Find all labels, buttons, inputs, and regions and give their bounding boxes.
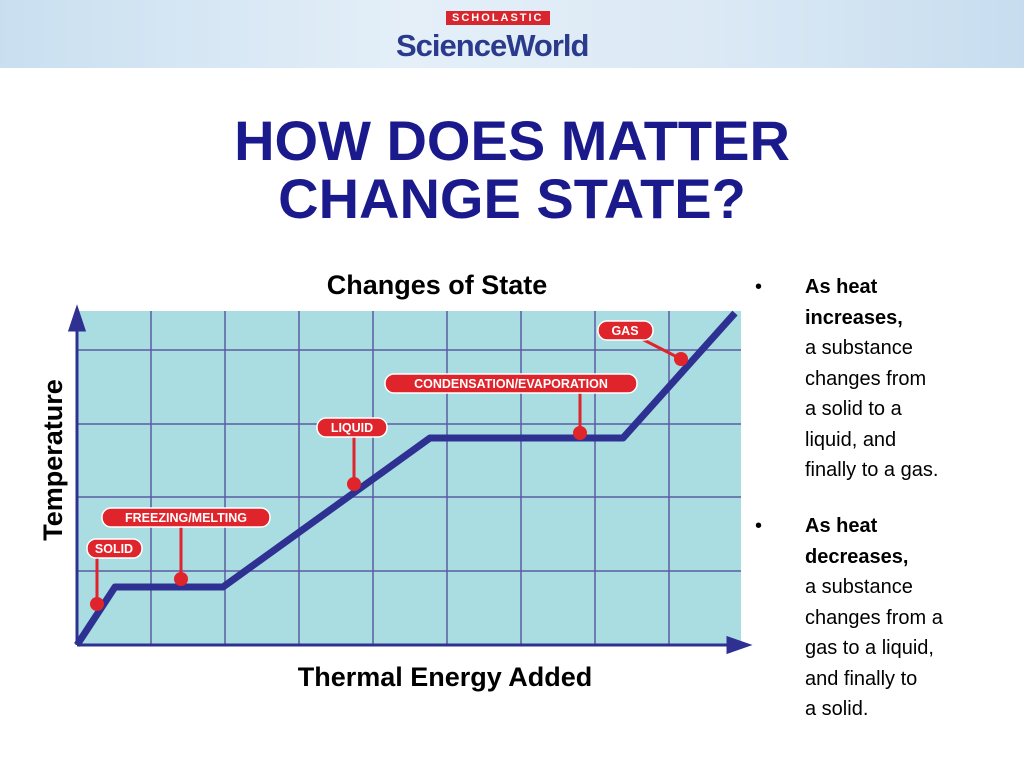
label-pills [86,320,654,559]
bullet-text: As heat increases, a substance changes from… [805,272,938,486]
title-line: HOW DOES MATTER [234,109,790,172]
bullet-line: changes from [805,367,927,390]
x-label: Thermal Energy Added [298,662,593,692]
bullet-line: liquid, and [805,428,897,451]
bullet-marker: • [755,515,763,537]
heating-curve [74,310,738,647]
bullet-line: gas to a liquid, [805,637,934,659]
axes [67,304,753,655]
state-label: SOLID [95,542,133,556]
state-label: LIQUID [331,421,373,435]
bullet-line: and finally to [805,667,918,690]
plot-area [77,311,741,645]
grid [77,311,741,645]
bullet-line: a substance [805,576,913,598]
bullet-bold-line: decreases, [805,545,909,568]
bullet-text: As heat decreases, a substance changes from… [805,511,943,725]
bullet-line: a substance [805,337,913,359]
logo: ScienceWorld [396,28,589,63]
title-line: CHANGE STATE? [278,167,746,230]
bullet-line: changes from a [805,606,943,629]
state-labels: SOLID FREEZING/MELTING LIQUID CONDENSATI… [95,324,639,556]
bullet-bold-line: increases, [805,306,903,329]
bullet-line: finally to a gas. [805,459,939,481]
bullet-line: a solid. [805,698,869,720]
brand: SCHOLASTIC [446,11,550,25]
state-label: CONDENSATION/EVAPORATION [414,377,608,391]
diagram: Changes of State Temperature Thermal Ene… [38,270,753,692]
bullet-marker: • [755,276,763,298]
slide-title: HOW DOES MATTER CHANGE STATE? [0,112,1024,228]
points [90,352,688,611]
state-label: FREEZING/MELTING [125,511,247,525]
diagram-title: Changes of State [327,270,548,300]
header-banner: SCHOLASTIC ScienceWorld [0,0,1024,68]
bullet-bold-line: As heat [805,276,878,298]
bullet-bold-line: As heat [805,515,878,537]
y-label: Temperature [38,379,68,541]
state-label: GAS [611,324,638,338]
bullet-line: a solid to a [805,398,902,420]
